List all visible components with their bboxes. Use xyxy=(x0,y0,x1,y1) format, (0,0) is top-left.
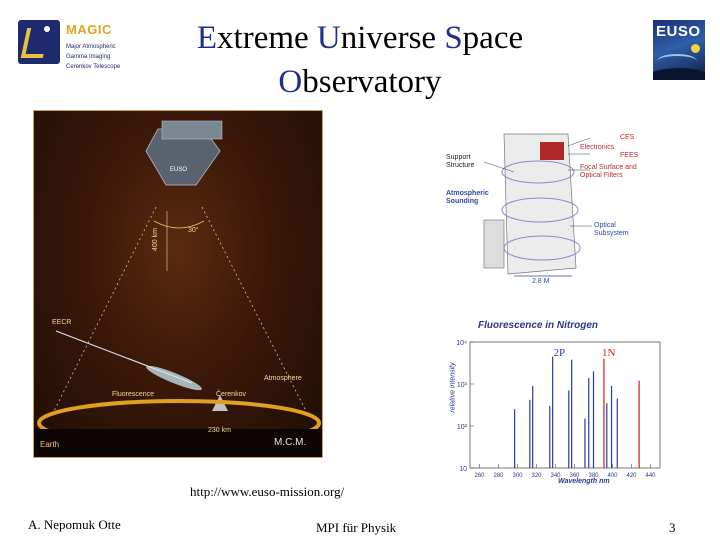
footprint-label: 230 km xyxy=(208,427,231,434)
hill-icon xyxy=(653,68,705,80)
x-tick-label: 320 xyxy=(531,473,542,479)
fluorescence-label: Fluorescence xyxy=(112,391,155,398)
ces-label: CES xyxy=(620,134,635,141)
title-word-rest: niverse xyxy=(340,20,445,56)
x-tick-label: 420 xyxy=(626,473,637,479)
fov-left-line xyxy=(53,206,157,412)
electronics-label: Electronics xyxy=(580,144,615,151)
fov-angle-label: 30° xyxy=(188,227,199,234)
satellite-label: EUSO xyxy=(170,167,188,173)
x-tick-label: 400 xyxy=(607,473,618,479)
mission-url[interactable]: http://www.euso-mission.org/ xyxy=(190,484,345,499)
magic-logo-line-2: Gamma Imaging xyxy=(66,54,111,60)
x-tick-label: 260 xyxy=(474,473,485,479)
chart-x-axis-label: Wavelength nm xyxy=(558,478,610,485)
band-label-2P: 2P xyxy=(553,347,565,359)
instrument-diagram: CES Electronics FEES Support Structure F… xyxy=(444,128,674,293)
chart-title: Fluorescence in Nitrogen xyxy=(478,320,599,331)
lens-ring-middle xyxy=(501,197,579,223)
fluorescence-shower xyxy=(146,365,202,391)
title-word-rest: pace xyxy=(462,20,524,56)
x-tick-label: 340 xyxy=(550,473,561,479)
title-word-cap: O xyxy=(278,64,303,100)
slide-title: Extreme Universe Space Observatory xyxy=(150,16,570,104)
magic-logo-line-3: Cerenkov Telescope xyxy=(66,64,121,70)
observation-diagram: EUSO 30° 400 km EECR Atmosphere Fluoresc… xyxy=(33,110,323,458)
instrument-diagram-graphics xyxy=(483,133,592,277)
euso-satellite-lens xyxy=(161,120,223,140)
swirl-icon xyxy=(657,54,697,68)
atmosphere-label: Atmosphere xyxy=(264,375,302,382)
title-line-1: Extreme Universe Space xyxy=(150,16,570,60)
support-structure-label: Support Structure xyxy=(446,154,475,169)
y-tick-label: 10 xyxy=(459,466,467,473)
magic-logo-word: MAGIC xyxy=(66,22,112,37)
credit-label: M.C.M. xyxy=(274,437,307,448)
altitude-label: 400 km xyxy=(152,228,159,251)
cerenkov-label: Čerenkov xyxy=(216,391,246,398)
fees-label: FEES xyxy=(620,152,639,159)
x-tick-label: 380 xyxy=(588,473,599,479)
x-tick-label: 360 xyxy=(569,473,580,479)
optical-subsystem-label: Optical Subsystem xyxy=(594,222,629,237)
title-word-rest: xtreme xyxy=(217,20,317,56)
y-tick-label: 10² xyxy=(457,424,468,431)
title-word-cap: S xyxy=(444,20,463,56)
title-line-2: Observatory xyxy=(150,60,570,104)
x-tick-label: 300 xyxy=(512,473,523,479)
instrument-cylinder xyxy=(503,133,577,275)
x-tick-label: 280 xyxy=(493,473,504,479)
magic-logo: MAGIC Major Atmospheric Gamma Imaging Ce… xyxy=(18,18,123,93)
euso-logo-text: EUSO xyxy=(656,23,701,40)
chart-frame xyxy=(469,341,661,469)
eecr-label: EECR xyxy=(52,319,72,326)
title-word-cap: U xyxy=(316,20,341,56)
observation-diagram-graphics xyxy=(34,120,322,457)
leader-line xyxy=(567,137,591,147)
chart-plot-area: 10⁴ 10³ 10² 10 260 280 300 320 340 360 380 400 420 44… xyxy=(456,340,661,479)
atmospheric-sounding-unit xyxy=(483,219,505,269)
lens-ring-top xyxy=(501,160,575,184)
y-tick-label: 10⁴ xyxy=(456,340,467,347)
fov-right-line xyxy=(201,206,307,412)
magic-logo-line-1: Major Atmospheric xyxy=(66,44,116,50)
euso-logo: EUSO xyxy=(653,20,705,80)
size-label: 2.8 M xyxy=(532,278,550,285)
fluorescence-chart: Fluorescence in Nitrogen relative intens… xyxy=(440,318,668,490)
moon-icon xyxy=(691,44,700,53)
earth-surface xyxy=(34,429,322,457)
earth-label: Earth xyxy=(40,440,60,449)
fov-angle-arc xyxy=(153,220,205,229)
footer-institute: MPI für Physik xyxy=(316,520,397,535)
focal-surface-label: Focal Surface and Optical Filters xyxy=(580,164,637,179)
leader-line xyxy=(483,161,515,173)
x-tick-label: 440 xyxy=(645,473,656,479)
electronics-block xyxy=(540,142,564,160)
footer-author: A. Nepomuk Otte xyxy=(28,517,121,532)
atmospheric-sounding-label: Atmospheric Sounding xyxy=(446,190,489,205)
title-word-cap: E xyxy=(196,20,218,56)
page-number: 3 xyxy=(669,520,676,535)
magic-logo-mark xyxy=(18,20,60,64)
title-word-rest: bservatory xyxy=(302,64,442,100)
y-tick-label: 10³ xyxy=(457,382,468,389)
band-label-1N: 1N xyxy=(602,347,616,359)
